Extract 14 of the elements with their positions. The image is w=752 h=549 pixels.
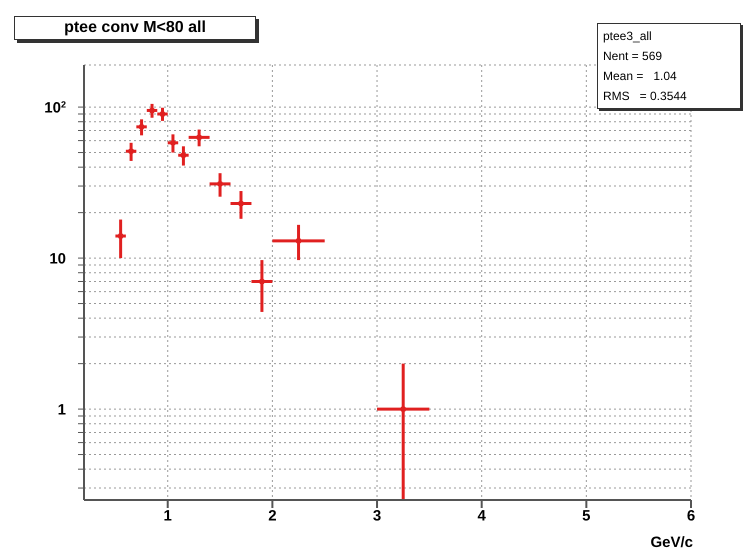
annotation: RMS = 0.3544 xyxy=(603,88,688,105)
x-tick-label: 4 xyxy=(478,508,487,525)
chart-title: ptee conv M<80 all xyxy=(14,16,256,40)
x-axis-title: GeV/c xyxy=(650,534,693,549)
x-tick-label: 5 xyxy=(582,508,591,525)
x-tick-label: 1 xyxy=(164,508,172,525)
y-tick-label: 10 xyxy=(49,250,66,268)
x-tick-label: 2 xyxy=(268,508,277,525)
y-tick-label: 1 xyxy=(58,401,66,418)
y-tick-label: 10$^{2}$ xyxy=(44,99,66,116)
stats-box: ptee3_all Nent = 569 Mean = 1.04 RMS = 0.3544 xyxy=(597,23,741,109)
x-tick-label: 3 xyxy=(372,508,382,525)
x-tick-label: 6 xyxy=(686,508,696,525)
annotation: Mean = 1.04 xyxy=(603,68,678,85)
